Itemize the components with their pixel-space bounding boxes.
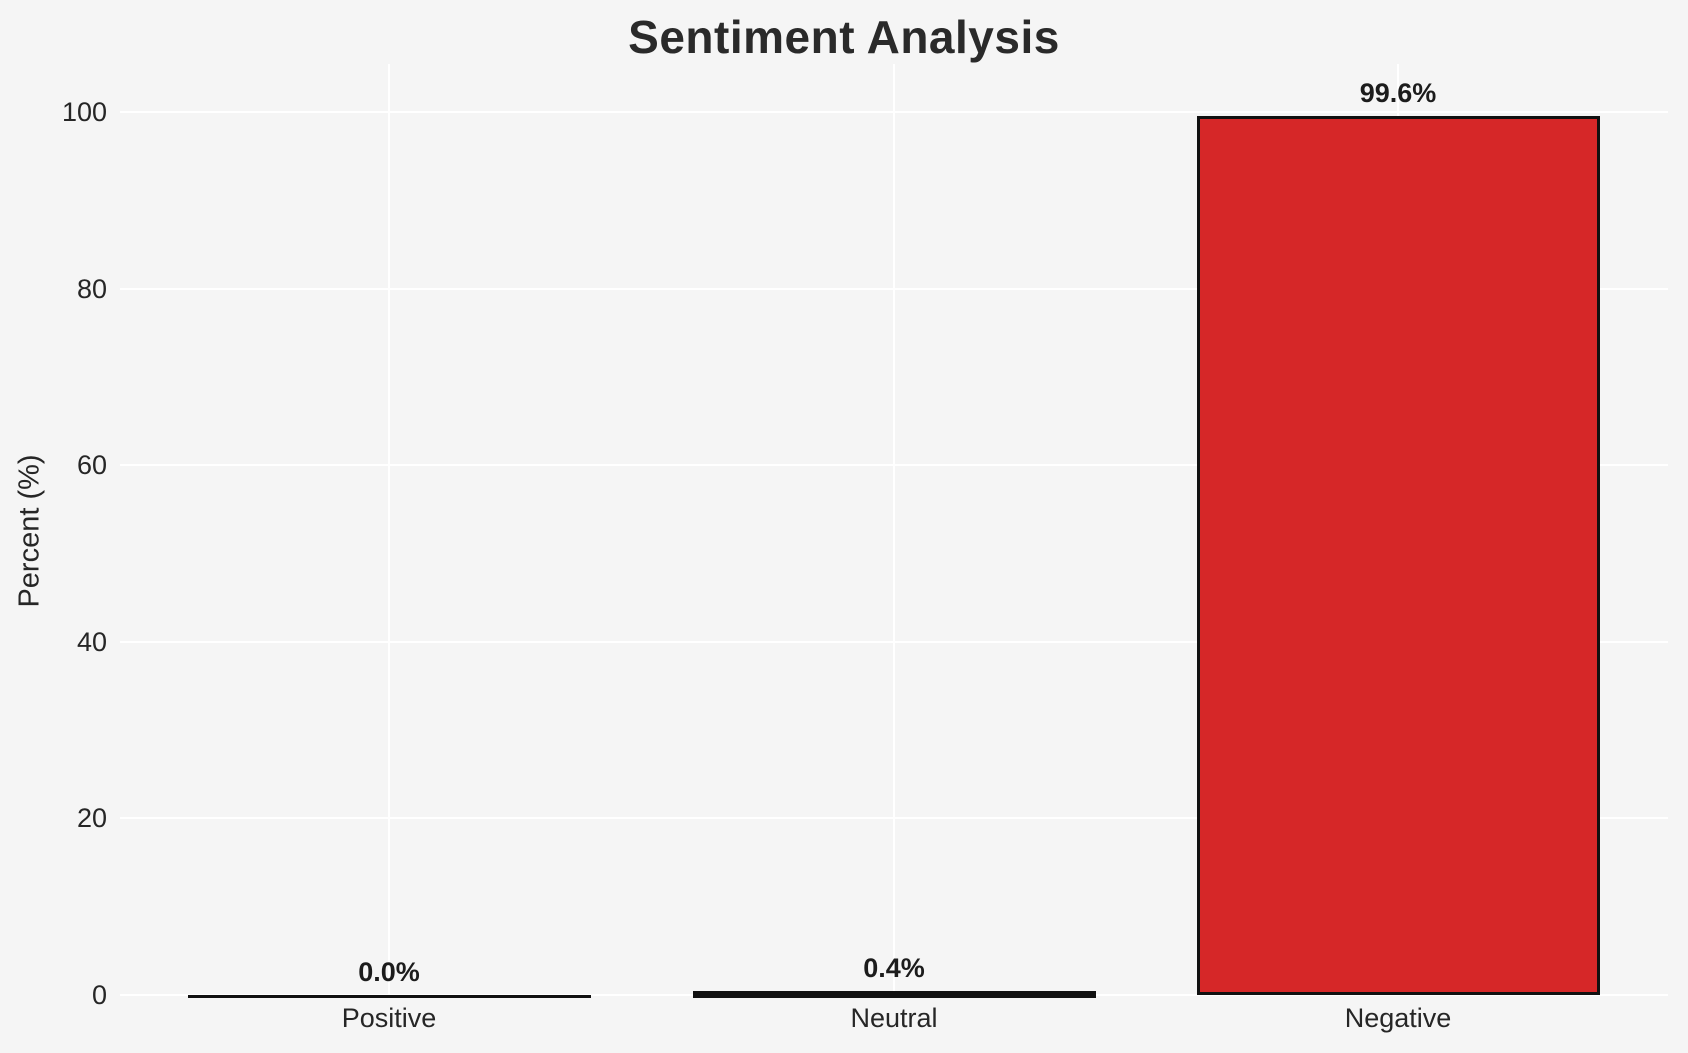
y-tick-label-60: 60 [76, 450, 107, 481]
y-tick-label-100: 100 [61, 97, 107, 127]
v-gridline-positive [388, 64, 390, 995]
v-gridline-neutral [893, 64, 895, 995]
x-category-label-positive: Positive [341, 1003, 437, 1033]
bar-positive [187, 995, 591, 998]
bar-value-label-negative: 99.6% [1359, 78, 1437, 108]
bar-value-label-neutral: 0.4% [863, 953, 925, 983]
bar-value-label-positive: 0.0% [358, 957, 420, 987]
y-tick-label-0: 0 [91, 980, 107, 1010]
y-tick-label-80: 80 [76, 273, 107, 304]
y-tick-label-20: 20 [76, 803, 107, 834]
chart-title: Sentiment Analysis [628, 11, 1060, 63]
x-category-label-negative: Negative [1344, 1003, 1452, 1033]
bar-negative [1196, 116, 1600, 995]
bar-neutral [692, 991, 1096, 998]
y-tick-label-40: 40 [76, 626, 107, 657]
x-category-label-neutral: Neutral [850, 1003, 938, 1033]
